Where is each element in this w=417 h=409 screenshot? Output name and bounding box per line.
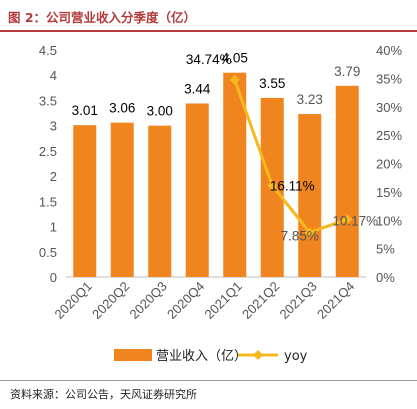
y-left-tick-label: 3.5 (39, 93, 57, 108)
x-tick-label: 2021Q2 (239, 279, 282, 322)
y-right-tick-label: 5% (376, 242, 395, 257)
bar (335, 85, 359, 277)
y-right-tick-label: 20% (376, 157, 402, 172)
revenue-chart: 0 0.5 1 1.5 2 2.5 3 3.5 4 4.5 0% 5% 10% 15% 20% 25% 30% 3… (39, 43, 403, 364)
y-left-tick-label: 0 (50, 270, 57, 285)
title-bar: 图 2：公司营业收入分季度（亿） (0, 0, 417, 32)
x-tick-label: 2020Q1 (52, 279, 95, 322)
bar (110, 122, 134, 277)
y-right-tick-label: 25% (376, 128, 402, 143)
bar (298, 114, 322, 277)
yoy-data-label: 34.74% (186, 52, 232, 67)
yoy-point (342, 214, 353, 225)
yoy-point (229, 74, 240, 85)
x-tick-label: 2021Q1 (202, 279, 245, 322)
bar (73, 125, 97, 277)
y-right-tick-label: 10% (376, 213, 402, 228)
y-left-tick-label: 1 (50, 220, 57, 235)
footer-divider (0, 380, 417, 381)
legend-line-label: yoy (284, 349, 308, 364)
yoy-line (233, 79, 348, 235)
source-note: 资料来源：公司公告，天风证券研究所 (10, 388, 197, 401)
bar-data-label: 3.23 (297, 92, 323, 107)
x-tick-label: 2020Q4 (164, 279, 207, 322)
bar-data-label: 3.55 (259, 76, 285, 91)
bar-data-label: 3.06 (109, 101, 135, 116)
y-left-tick-label: 4.5 (39, 43, 57, 58)
bar-data-label: 4.05 (222, 51, 248, 66)
bar (185, 103, 209, 278)
legend-line-marker (253, 350, 263, 360)
figure-title: 图 2：公司营业收入分季度（亿） (8, 10, 197, 25)
y-left-tick-label: 2.5 (39, 144, 57, 159)
y-left-tick-label: 4 (50, 68, 57, 83)
yoy-data-label: 7.85% (281, 228, 319, 243)
y-right-tick-label: 35% (376, 71, 402, 86)
y-right-tick-label: 15% (376, 185, 402, 200)
y-right-tick-label: 40% (376, 43, 402, 58)
yoy-point (267, 180, 278, 191)
y-left-tick-label: 1.5 (39, 194, 57, 209)
legend-bar-swatch (114, 349, 152, 361)
legend-bar-label: 营业收入（亿） (156, 349, 247, 364)
x-tick-label: 2021Q4 (314, 279, 357, 322)
bar-data-label: 3.44 (184, 81, 211, 96)
bar-data-label: 3.00 (147, 104, 173, 119)
bar-data-label: 3.01 (72, 103, 98, 118)
bar-data-label: 3.79 (334, 64, 360, 79)
yoy-data-label: 10.17% (332, 213, 378, 228)
bar (223, 72, 247, 277)
y-left-tick-label: 3 (50, 119, 57, 134)
x-tick-label: 2020Q3 (127, 279, 170, 322)
y-right-tick-label: 0% (376, 270, 395, 285)
y-left-tick-label: 0.5 (39, 245, 57, 260)
x-tick-label: 2020Q2 (89, 279, 132, 322)
y-left-tick-label: 2 (50, 169, 57, 184)
x-tick-label: 2021Q3 (277, 279, 320, 322)
yoy-point (304, 227, 315, 238)
bar (148, 125, 172, 278)
y-right-tick-label: 30% (376, 100, 402, 115)
yoy-data-label: 16.11% (270, 179, 315, 194)
